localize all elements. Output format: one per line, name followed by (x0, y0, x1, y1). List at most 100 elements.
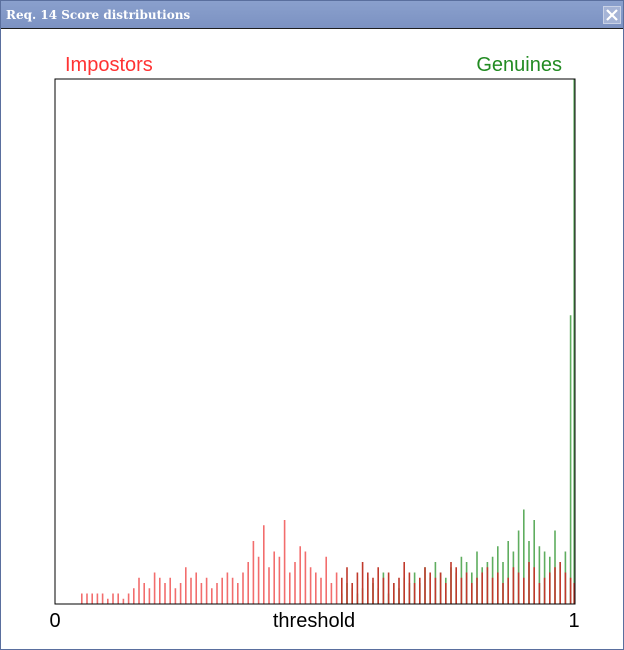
impostor-bar (143, 583, 145, 604)
impostor-bar (523, 577, 525, 604)
impostor-bar (169, 577, 171, 604)
impostor-bar (216, 583, 218, 604)
impostor-bar (439, 572, 442, 604)
impostor-bar (299, 546, 301, 604)
impostor-bar (81, 593, 83, 604)
impostor-bar (486, 567, 489, 604)
impostor-bar (528, 562, 530, 604)
impostor-bar (573, 583, 575, 604)
impostor-bar (481, 572, 483, 604)
impostor-bar (138, 577, 140, 604)
impostor-bar (185, 567, 187, 604)
impostor-bar (335, 572, 338, 604)
impostor-bar (538, 583, 541, 604)
impostor-bar (247, 562, 249, 604)
impostor-bar (346, 567, 348, 604)
impostor-bar (91, 593, 93, 604)
impostor-bar (549, 572, 551, 604)
impostor-bar (164, 583, 166, 604)
impostor-bar (112, 593, 114, 604)
impostor-bar (179, 583, 182, 604)
impostor-bar (393, 583, 395, 604)
impostor-bar (382, 577, 385, 604)
genuine-bar (507, 541, 509, 604)
impostor-bar (413, 583, 416, 604)
impostor-bar (283, 520, 286, 604)
genuine-bar (523, 509, 525, 604)
impostor-bar (257, 556, 260, 604)
impostor-bar (434, 577, 437, 604)
impostor-bar (133, 588, 135, 604)
impostor-bar (309, 567, 312, 604)
impostor-bar (325, 556, 327, 604)
impostor-bar (372, 577, 374, 604)
impostor-bar (450, 562, 452, 604)
impostor-bar (491, 577, 494, 604)
impostor-bar (159, 577, 161, 604)
impostor-bar (174, 588, 177, 604)
impostor-bar (341, 577, 343, 604)
impostor-bar (226, 572, 229, 604)
impostor-bar (190, 577, 192, 604)
impostor-bar (122, 598, 125, 604)
window-titlebar[interactable]: Req. 14 Score distributions (1, 1, 623, 29)
genuine-bar (533, 520, 535, 604)
impostor-bar (476, 577, 478, 604)
impostor-bar (237, 583, 239, 604)
impostor-bar (419, 577, 421, 604)
impostor-bar (205, 577, 208, 604)
x-tick-min: 0 (49, 610, 60, 632)
impostor-bar (398, 577, 400, 604)
score-distribution-chart: Impostors Genuines 0 1 threshold (49, 54, 579, 632)
window-title: Req. 14 Score distributions (6, 8, 191, 22)
legend-genuines: Genuines (476, 54, 562, 76)
impostor-bar (221, 577, 223, 604)
impostor-bar (517, 572, 520, 604)
impostor-bar (127, 593, 130, 604)
impostor-bar (107, 598, 109, 604)
impostor-bar (471, 583, 473, 604)
impostor-bar (408, 572, 411, 604)
genuine-bar (517, 530, 520, 604)
chart-area: Impostors Genuines 0 1 threshold (1, 29, 623, 649)
impostor-bar (361, 562, 364, 604)
x-tick-max: 1 (568, 610, 579, 632)
impostor-bar (424, 567, 426, 604)
impostor-bar (445, 583, 447, 604)
impostor-bar (268, 567, 270, 604)
impostor-bar (564, 572, 567, 604)
close-button[interactable] (603, 6, 621, 24)
impostor-bar (304, 551, 307, 604)
impostor-bar (96, 593, 99, 604)
impostor-bar (554, 567, 556, 604)
impostor-bar (86, 593, 88, 604)
impostor-bar (455, 567, 457, 604)
impostor-bar (497, 572, 499, 604)
plot-frame (54, 78, 576, 605)
impostor-bar (351, 583, 353, 604)
impostor-bar (330, 583, 333, 604)
impostor-bar (356, 572, 359, 604)
impostor-bar (263, 525, 265, 604)
impostor-bar (242, 572, 244, 604)
impostor-bar (559, 562, 561, 604)
impostor-bar (507, 577, 509, 604)
impostor-bar (377, 567, 379, 604)
impostor-bar (153, 572, 156, 604)
impostor-bar (273, 551, 275, 604)
impostor-bar (289, 572, 291, 604)
genuine-bar (573, 79, 575, 604)
legend-impostors: Impostors (65, 54, 153, 76)
genuine-bar (538, 546, 541, 604)
impostor-bar (195, 572, 197, 604)
impostor-bar (252, 541, 255, 604)
impostor-bar (101, 593, 104, 604)
impostor-bar (533, 567, 535, 604)
impostor-bar (387, 572, 390, 604)
impostor-bar (117, 593, 119, 604)
impostor-bar (569, 577, 572, 604)
impostor-bar (512, 567, 515, 604)
impostor-bar (320, 577, 322, 604)
impostor-bar (460, 577, 463, 604)
